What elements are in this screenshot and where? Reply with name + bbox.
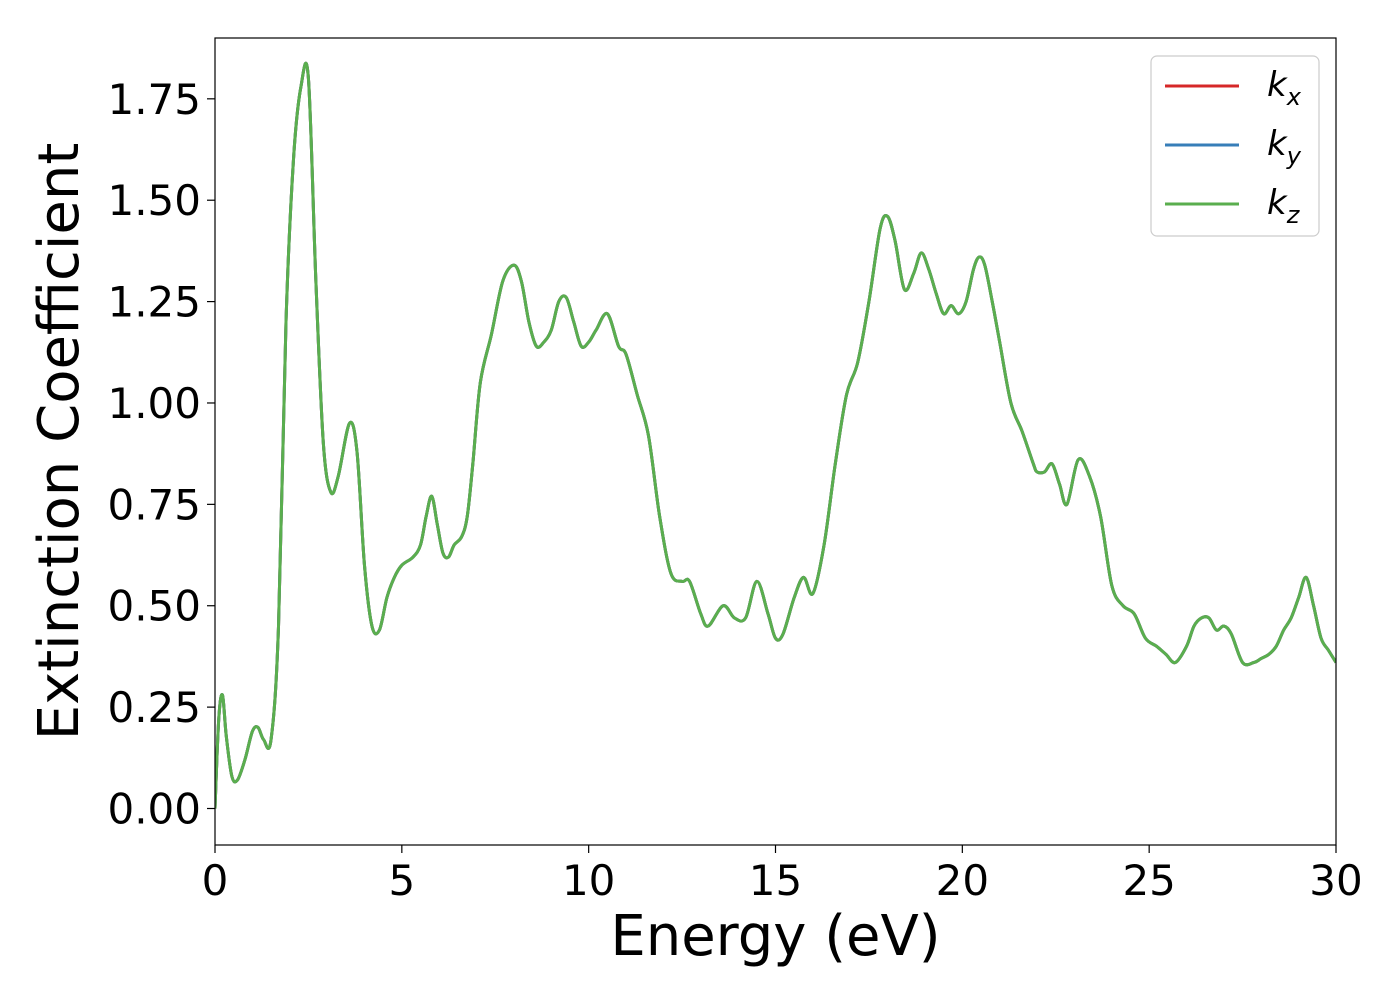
series-line-z <box>215 61 1336 809</box>
y-tick-label: 0.50 <box>107 582 201 631</box>
y-tick-label: 1.50 <box>107 176 201 225</box>
legend-label-y: ky <box>1267 124 1302 170</box>
legend-label-z: kz <box>1267 183 1301 229</box>
legend: kx ky kz <box>1150 55 1320 237</box>
x-axis: 0 5 10 15 20 25 30 <box>202 845 1363 905</box>
x-tick-label: 20 <box>936 856 989 905</box>
x-tick-label: 0 <box>202 856 229 905</box>
x-tick-label: 15 <box>749 856 802 905</box>
x-tick-label: 10 <box>562 856 615 905</box>
y-tick-label: 1.25 <box>107 278 201 327</box>
x-tick-label: 30 <box>1309 856 1362 905</box>
y-axis: 0.00 0.25 0.50 0.75 1.00 1.25 1.50 1.75 <box>107 75 215 834</box>
x-tick-label: 5 <box>388 856 415 905</box>
x-axis-title: Energy (eV) <box>610 904 940 969</box>
legend-label-x: kx <box>1267 65 1302 111</box>
x-tick-label: 25 <box>1122 856 1175 905</box>
y-axis-title: Extinction Coefficient <box>27 143 92 741</box>
y-tick-label: 0.25 <box>107 683 201 732</box>
y-tick-label: 0.00 <box>107 785 201 834</box>
y-tick-label: 1.00 <box>107 379 201 428</box>
y-tick-label: 1.75 <box>107 75 201 124</box>
y-tick-label: 0.75 <box>107 480 201 529</box>
series-layer <box>215 61 1336 809</box>
